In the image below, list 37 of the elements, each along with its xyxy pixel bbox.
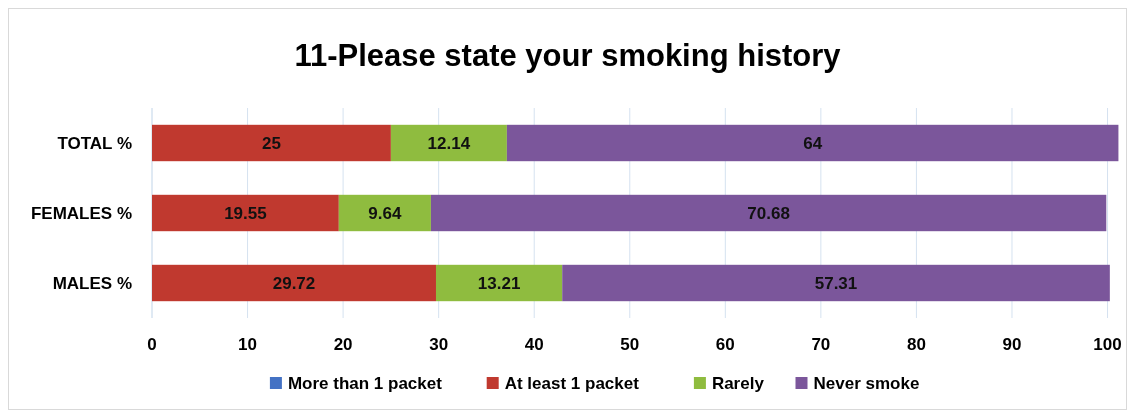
data-label: 25	[261, 134, 281, 153]
x-tick-label: 0	[147, 335, 157, 354]
y-tick-label: FEMALES %	[30, 204, 132, 223]
data-label: 57.31	[814, 274, 858, 293]
chart-title: 11-Please state your smoking history	[294, 38, 842, 73]
x-tick-label: 90	[1002, 335, 1022, 354]
bar	[152, 124, 391, 162]
bar	[562, 264, 1110, 302]
bar	[152, 194, 339, 232]
legend-label: Rarely	[711, 374, 765, 393]
bar	[152, 264, 436, 302]
y-tick-label: MALES %	[52, 274, 132, 293]
x-tick-label: 10	[238, 335, 258, 354]
x-tick-label: 100	[1093, 335, 1122, 354]
y-tick-label: TOTAL %	[57, 134, 132, 153]
data-label: 64	[803, 134, 823, 153]
x-tick-label: 50	[620, 335, 640, 354]
data-label: 29.72	[272, 274, 316, 293]
x-tick-label: 20	[333, 335, 353, 354]
bar	[435, 264, 563, 302]
bar	[430, 194, 1107, 232]
x-tick-label: 60	[715, 335, 735, 354]
data-label: 13.21	[477, 274, 521, 293]
bar	[390, 124, 507, 162]
x-tick-label: 30	[429, 335, 449, 354]
data-label: 9.64	[368, 204, 402, 223]
bar	[338, 194, 431, 232]
bar	[506, 124, 1119, 162]
x-tick-label: 70	[811, 335, 831, 354]
x-tick-label: 80	[906, 335, 926, 354]
legend-label: More than 1 packet	[287, 374, 443, 393]
data-label: 12.14	[427, 134, 471, 153]
legend-label: At least 1 packet	[504, 374, 640, 393]
x-tick-label: 40	[524, 335, 544, 354]
data-label: 19.55	[224, 204, 267, 223]
legend-label: Never smoke	[813, 374, 920, 393]
data-label: 70.68	[747, 204, 790, 223]
